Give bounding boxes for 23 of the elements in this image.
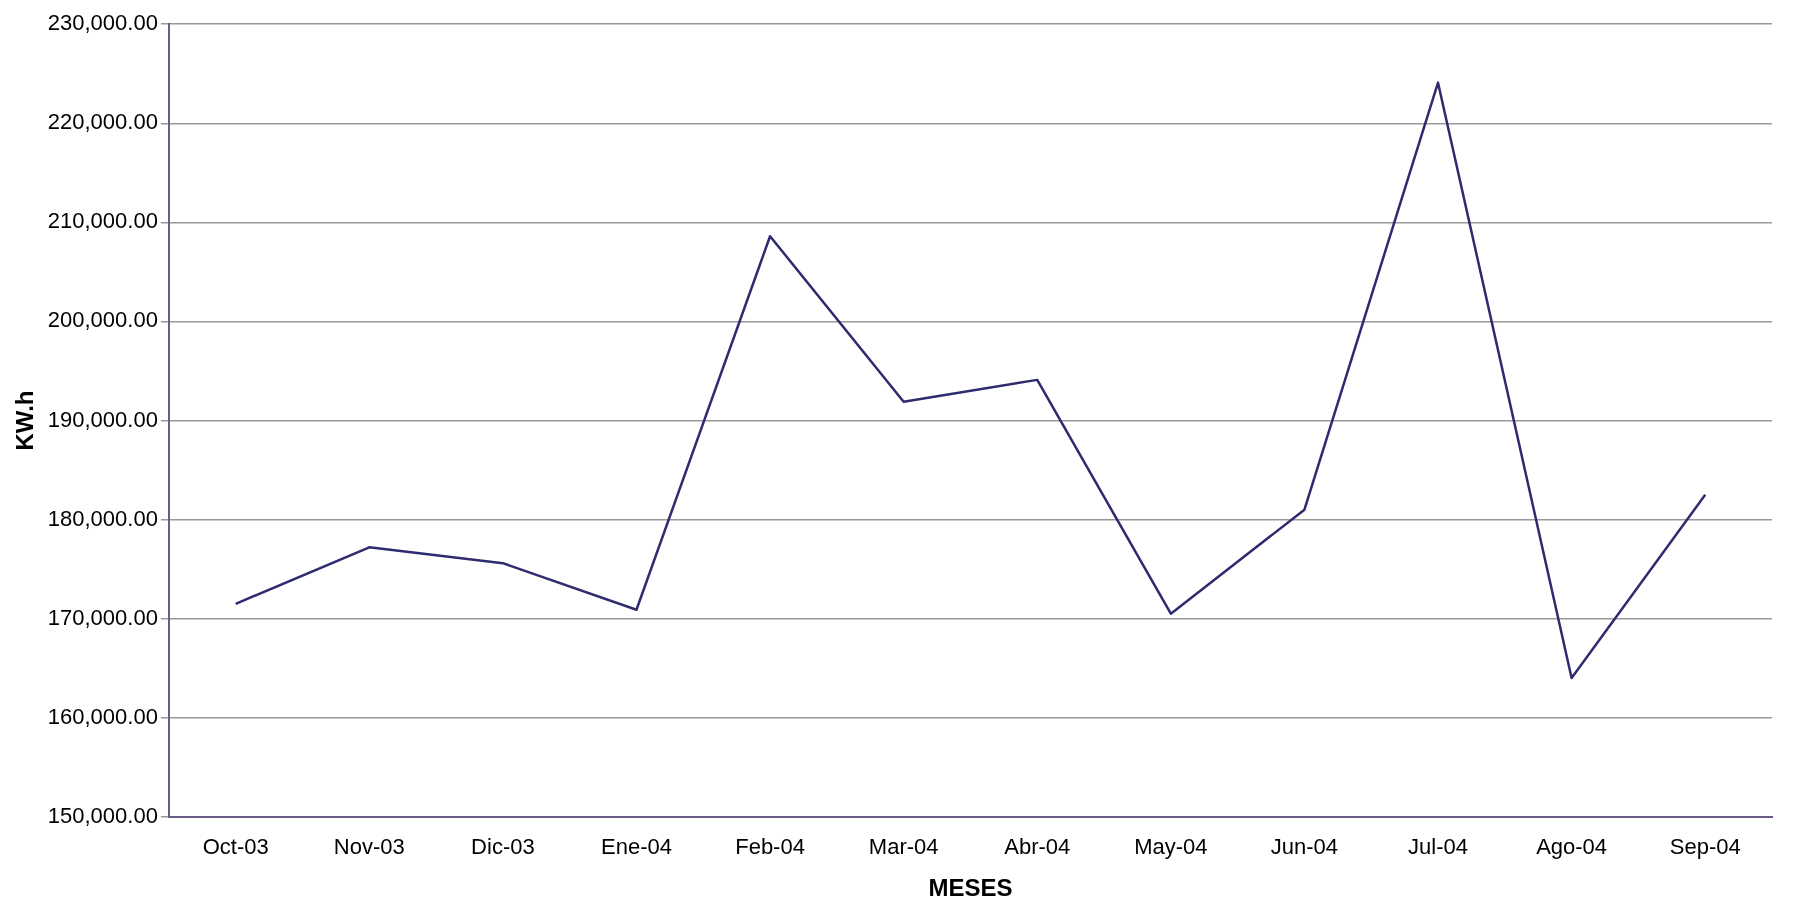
y-tick-label: 200,000.00 bbox=[47, 307, 158, 333]
x-tick-label: Abr-04 bbox=[1004, 834, 1071, 860]
x-tick-label: Mar-04 bbox=[868, 834, 939, 860]
x-tick-label: Ene-04 bbox=[601, 834, 672, 860]
y-tick-label: 210,000.00 bbox=[47, 208, 158, 234]
x-axis-title: MESES bbox=[928, 874, 1013, 902]
y-tick-label: 180,000.00 bbox=[47, 505, 158, 531]
x-tick-label: Jul-04 bbox=[1408, 834, 1468, 860]
x-tick-label: Dic-03 bbox=[471, 834, 535, 860]
x-tick-label: Feb-04 bbox=[735, 834, 805, 860]
x-tick-label: Jun-04 bbox=[1270, 834, 1339, 860]
y-tick-label: 170,000.00 bbox=[47, 604, 158, 630]
y-tick-label: 190,000.00 bbox=[47, 406, 158, 432]
y-tick-label: 220,000.00 bbox=[47, 109, 158, 135]
y-tick-label: 230,000.00 bbox=[47, 10, 158, 36]
x-tick-label: Ago-04 bbox=[1536, 834, 1608, 860]
y-tick-label: 160,000.00 bbox=[47, 703, 158, 729]
x-tick-label: Nov-03 bbox=[333, 834, 405, 860]
x-tick-label: May-04 bbox=[1134, 834, 1208, 860]
y-axis-title: KW.h bbox=[11, 390, 39, 451]
y-tick-label: 150,000.00 bbox=[47, 802, 158, 828]
x-tick-label: Sep-04 bbox=[1669, 834, 1741, 860]
x-tick-label: Oct-03 bbox=[202, 834, 269, 860]
